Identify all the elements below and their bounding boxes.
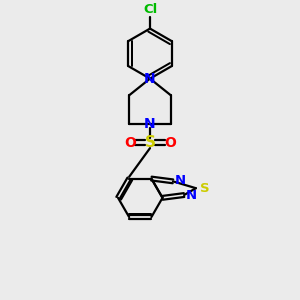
Text: N: N [186, 189, 197, 202]
Text: O: O [124, 136, 136, 150]
Text: N: N [144, 72, 156, 86]
Text: N: N [175, 174, 186, 187]
Text: S: S [200, 182, 210, 195]
Text: Cl: Cl [143, 3, 157, 16]
Text: O: O [164, 136, 176, 150]
Text: S: S [145, 135, 155, 150]
Text: N: N [144, 117, 156, 131]
